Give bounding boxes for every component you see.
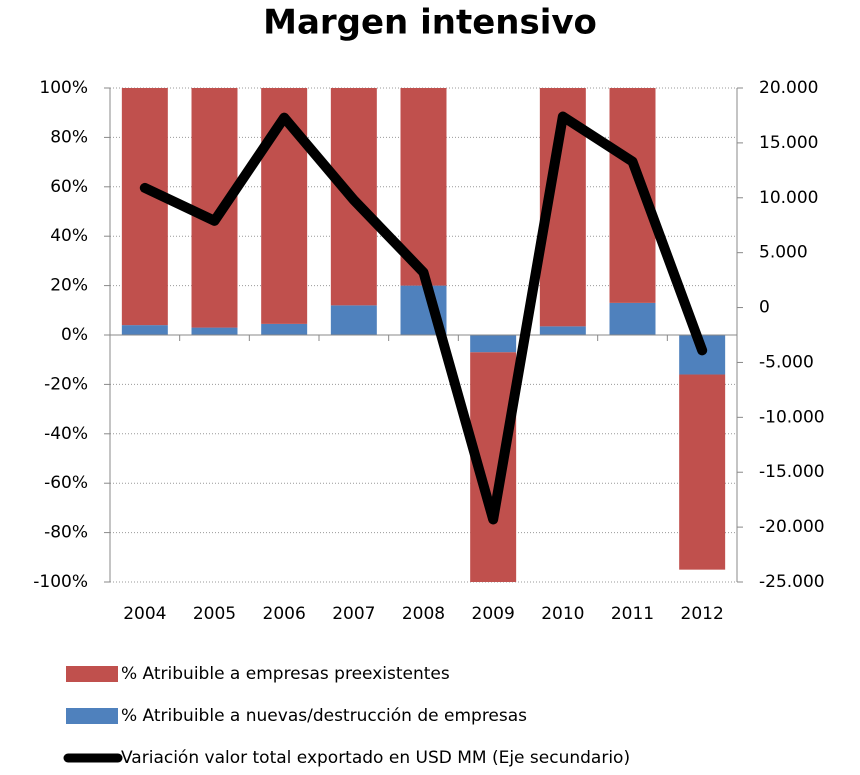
y-tick-label: 60% xyxy=(50,177,88,197)
x-tick-label: 2011 xyxy=(611,604,654,624)
y2-tick-label: 10.000 xyxy=(759,188,818,208)
bar xyxy=(261,323,308,335)
x-tick-label: 2007 xyxy=(332,604,375,624)
bar xyxy=(191,327,238,335)
legend-label: % Atribuible a nuevas/destrucción de emp… xyxy=(121,706,527,726)
y2-tick-label: -15.000 xyxy=(759,462,825,482)
y2-tick-label: 20.000 xyxy=(759,78,818,98)
y2-tick-label: -5.000 xyxy=(759,352,814,372)
y2-tick-label: -10.000 xyxy=(759,407,825,427)
y2-tick-label: -25.000 xyxy=(759,572,825,592)
chart-title: Margen intensivo xyxy=(263,3,597,43)
y2-tick-label: 0 xyxy=(759,298,770,318)
y-tick-label: -40% xyxy=(44,424,88,444)
x-tick-label: 2005 xyxy=(193,604,236,624)
y2-tick-label: 15.000 xyxy=(759,133,818,153)
y-tick-label: 100% xyxy=(39,78,88,98)
bar xyxy=(539,326,586,335)
bar xyxy=(191,88,238,328)
y-tick-label: -80% xyxy=(44,523,88,543)
bar xyxy=(679,374,726,570)
y2-tick-label: 5.000 xyxy=(759,243,808,263)
y-tick-label: -60% xyxy=(44,473,88,493)
line xyxy=(139,111,708,525)
legend-swatch xyxy=(66,666,118,682)
bar xyxy=(330,305,377,335)
y-tick-label: -20% xyxy=(44,374,88,394)
legend-swatch xyxy=(66,708,118,724)
y-tick-label: 40% xyxy=(50,226,88,246)
x-tick-label: 2008 xyxy=(402,604,445,624)
y-tick-label: 0% xyxy=(61,325,88,345)
legend-label: Variación valor total exportado en USD M… xyxy=(121,748,630,768)
bar xyxy=(261,88,308,324)
x-tick-label: 2012 xyxy=(681,604,724,624)
x-tick-label: 2010 xyxy=(541,604,584,624)
legend-label: % Atribuible a empresas preexistentes xyxy=(121,664,450,684)
x-tick-label: 2004 xyxy=(123,604,166,624)
bar xyxy=(121,88,168,326)
y-tick-label: 80% xyxy=(50,127,88,147)
bar xyxy=(470,335,517,353)
y-tick-label: -100% xyxy=(33,572,88,592)
x-tick-label: 2009 xyxy=(472,604,515,624)
bar xyxy=(609,302,656,335)
x-tick-label: 2006 xyxy=(263,604,306,624)
y-tick-label: 20% xyxy=(50,276,88,296)
bar xyxy=(121,325,168,335)
y2-tick-label: -20.000 xyxy=(759,517,825,537)
